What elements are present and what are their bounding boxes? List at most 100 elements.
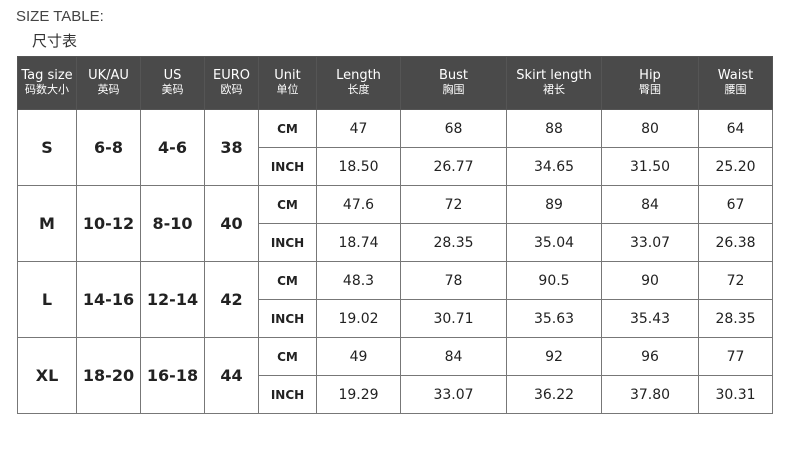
header-cn: 单位 (276, 83, 299, 97)
table-row: L 14-16 12-14 42 CM 48.3 78 90.5 90 72 (17, 261, 773, 338)
value-cell: 33.07 (601, 223, 699, 262)
header-en: UK/AU (88, 68, 129, 84)
value-cell: 49 (316, 337, 401, 376)
table-row: INCH 18.74 28.35 35.04 33.07 26.38 (18, 223, 773, 262)
value-cell: 48.3 (316, 261, 401, 300)
unit-cell: CM (258, 337, 317, 376)
column-header: EURO 欧码 (204, 56, 259, 110)
header-en: Bust (438, 68, 469, 84)
header-en: Unit (274, 68, 301, 84)
header-en: US (163, 68, 182, 84)
value-cell: 72 (698, 261, 773, 300)
value-cell: 89 (506, 185, 602, 224)
euro-cell: 42 (204, 261, 259, 338)
column-header: Unit 单位 (258, 56, 317, 110)
value-cell: 18.74 (316, 223, 401, 262)
unit-cell: CM (258, 109, 317, 148)
value-cell: 96 (601, 337, 699, 376)
value-cell: 67 (698, 185, 773, 224)
value-cell: 28.35 (698, 299, 773, 338)
header-cn: 臀围 (639, 83, 661, 97)
value-cell: 18.50 (316, 147, 401, 186)
table-row: XL 18-20 16-18 44 CM 49 84 92 96 77 (17, 337, 773, 414)
value-cell: 84 (601, 185, 699, 224)
value-cell: 35.04 (506, 223, 602, 262)
column-header: Skirt length 裙长 (506, 56, 602, 110)
header-en: Length (336, 68, 381, 84)
header-cn: 美码 (161, 83, 184, 97)
header-en: Waist (717, 68, 754, 84)
value-cell: 25.20 (698, 147, 773, 186)
tag-cell: L (17, 261, 77, 338)
header-en: Tag size (21, 68, 73, 84)
header-cn: 长度 (347, 83, 370, 97)
header-cn: 码数大小 (25, 83, 69, 97)
value-cell: 33.07 (400, 375, 507, 414)
value-cell: 64 (698, 109, 773, 148)
header-en: EURO (213, 68, 250, 84)
value-cell: 78 (400, 261, 507, 300)
uk-cell: 6-8 (76, 109, 141, 186)
header-cn: 欧码 (220, 83, 243, 97)
column-header: Length 长度 (316, 56, 401, 110)
value-cell: 47.6 (316, 185, 401, 224)
value-cell: 35.43 (601, 299, 699, 338)
euro-cell: 40 (204, 185, 259, 262)
value-cell: 72 (400, 185, 507, 224)
value-cell: 19.02 (316, 299, 401, 338)
uk-cell: 10-12 (76, 185, 141, 262)
header-en: Hip (639, 68, 661, 84)
table-row: INCH 19.29 33.07 36.22 37.80 30.31 (18, 375, 773, 414)
value-cell: 84 (400, 337, 507, 376)
us-cell: 12-14 (140, 261, 205, 338)
value-cell: 92 (506, 337, 602, 376)
table-row: INCH 18.50 26.77 34.65 31.50 25.20 (18, 147, 773, 186)
unit-cell: CM (258, 261, 317, 300)
value-cell: 34.65 (506, 147, 602, 186)
column-header: Waist 腰围 (698, 56, 773, 110)
value-cell: 26.77 (400, 147, 507, 186)
header-cn: 英码 (97, 83, 120, 97)
value-cell: 47 (316, 109, 401, 148)
header-cn: 胸围 (442, 83, 465, 97)
column-header: Tag size 码数大小 (17, 56, 77, 110)
value-cell: 30.31 (698, 375, 773, 414)
euro-cell: 38 (204, 109, 259, 186)
us-cell: 4-6 (140, 109, 205, 186)
table-row: M 10-12 8-10 40 CM 47.6 72 89 84 67 (17, 185, 773, 262)
header-en: Skirt length (516, 68, 592, 84)
value-cell: 90.5 (506, 261, 602, 300)
tag-cell: M (17, 185, 77, 262)
table-row: INCH 19.02 30.71 35.63 35.43 28.35 (18, 299, 773, 338)
column-header: UK/AU 英码 (76, 56, 141, 110)
header-cn: 腰围 (724, 83, 747, 97)
value-cell: 30.71 (400, 299, 507, 338)
column-header: US 美码 (140, 56, 205, 110)
column-header: Hip 臀围 (601, 56, 699, 110)
us-cell: 8-10 (140, 185, 205, 262)
unit-cell: INCH (258, 223, 317, 262)
value-cell: 37.80 (601, 375, 699, 414)
value-cell: 68 (400, 109, 507, 148)
uk-cell: 14-16 (76, 261, 141, 338)
unit-cell: INCH (258, 147, 317, 186)
page-subtitle: 尺寸表 (32, 32, 78, 50)
table-row: S 6-8 4-6 38 CM 47 68 88 80 64 (17, 109, 773, 186)
unit-cell: INCH (258, 299, 317, 338)
tag-cell: S (17, 109, 77, 186)
uk-cell: 18-20 (76, 337, 141, 414)
unit-cell: CM (258, 185, 317, 224)
value-cell: 36.22 (506, 375, 602, 414)
value-cell: 31.50 (601, 147, 699, 186)
us-cell: 16-18 (140, 337, 205, 414)
value-cell: 80 (601, 109, 699, 148)
value-cell: 28.35 (400, 223, 507, 262)
header-cn: 裙长 (543, 83, 565, 97)
page-title: SIZE TABLE: (16, 8, 104, 25)
euro-cell: 44 (204, 337, 259, 414)
size-table: Tag size 码数大小 UK/AU 英码 US 美码 EURO 欧码 Unit 单位 Lengt… (17, 56, 773, 414)
value-cell: 90 (601, 261, 699, 300)
header-row: Tag size 码数大小 UK/AU 英码 US 美码 EURO 欧码 Unit 单位 Lengt… (17, 56, 773, 110)
value-cell: 26.38 (698, 223, 773, 262)
column-header: Bust 胸围 (400, 56, 507, 110)
